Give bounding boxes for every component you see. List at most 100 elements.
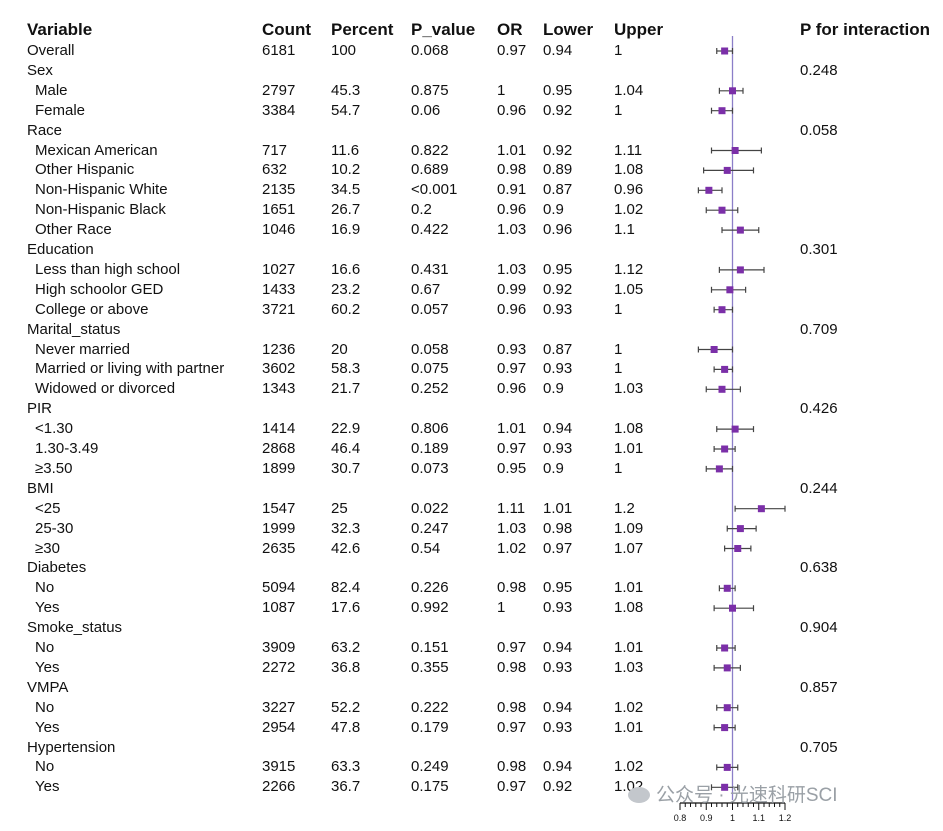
table-row: Mexican American 717 11.6 0.822 1.01 0.92 1.11 xyxy=(0,141,943,161)
cell-upper: 1.02 xyxy=(614,201,644,219)
group-row: Education 0.301 xyxy=(0,240,943,260)
cell-lower: 0.93 xyxy=(543,718,573,736)
cell-or: 0.93 xyxy=(497,340,527,358)
cell-p-value: 0.057 xyxy=(411,300,449,318)
table-row: <1.30 1414 22.9 0.806 1.01 0.94 1.08 xyxy=(0,419,943,439)
cell-count: 2868 xyxy=(262,440,296,457)
cell-variable: BMI xyxy=(27,479,54,497)
cell-or: 1.03 xyxy=(497,260,527,278)
table-row: Less than high school 1027 16.6 0.431 1.03 0.… xyxy=(0,260,943,280)
cell-count: 2797 xyxy=(262,81,296,99)
cell-percent: 10.2 xyxy=(331,161,361,179)
or-point xyxy=(715,465,723,473)
cell-p-interaction: 0.709 xyxy=(800,320,838,338)
or-point xyxy=(723,763,731,771)
cell-or: 0.97 xyxy=(497,778,527,796)
header-or: OR xyxy=(497,20,523,39)
cell-upper: 1.2 xyxy=(614,499,635,517)
cell-lower: 0.97 xyxy=(543,539,573,557)
wechat-icon xyxy=(628,787,650,803)
cell-lower: 0.9 xyxy=(543,459,564,477)
cell-upper: 1.03 xyxy=(614,658,644,676)
cell-variable: Non-Hispanic Black xyxy=(35,201,166,219)
group-row: Sex 0.248 xyxy=(0,61,943,81)
watermark-text: 公众号 · 光速科研SCI xyxy=(656,785,838,806)
cell-p-value: 0.822 xyxy=(411,141,449,159)
cell-lower: 0.93 xyxy=(543,440,573,457)
header-variable: Variable xyxy=(27,20,93,39)
cell-upper: 1.01 xyxy=(614,639,644,656)
cell-lower: 0.87 xyxy=(543,181,573,199)
cell-percent: 63.2 xyxy=(331,639,361,656)
or-point xyxy=(721,445,729,453)
cell-percent: 46.4 xyxy=(331,440,361,457)
cell-p-value: 0.252 xyxy=(411,380,449,398)
cell-count: 1027 xyxy=(262,260,296,278)
cell-upper: 1.08 xyxy=(614,420,644,438)
cell-p-value: 0.075 xyxy=(411,360,449,378)
cell-variable: Education xyxy=(27,241,94,258)
or-point xyxy=(721,783,729,791)
cell-p-value: 0.226 xyxy=(411,579,449,597)
header-p-value: P_value xyxy=(411,20,476,39)
cell-percent: 45.3 xyxy=(331,81,361,99)
group-row: Race 0.058 xyxy=(0,121,943,141)
group-row: Diabetes 0.638 xyxy=(0,558,943,578)
cell-p-value: 0.151 xyxy=(411,639,449,656)
cell-upper: 1 xyxy=(614,459,623,477)
cell-upper: 1.08 xyxy=(614,599,644,617)
cell-or: 1.02 xyxy=(497,539,527,557)
x-tick-label: 1.1 xyxy=(752,813,765,823)
cell-p-interaction: 0.857 xyxy=(800,678,838,696)
cell-percent: 32.3 xyxy=(331,519,361,537)
cell-lower: 0.93 xyxy=(543,658,573,676)
header-lower: Lower xyxy=(543,20,594,39)
cell-lower: 0.95 xyxy=(543,579,573,597)
cell-count: 3602 xyxy=(262,360,296,378)
cell-count: 1899 xyxy=(262,459,296,477)
cell-lower: 1.01 xyxy=(543,499,573,517)
header-percent: Percent xyxy=(331,20,394,39)
or-point xyxy=(731,147,739,154)
cell-variable: Mexican American xyxy=(35,141,158,159)
x-tick-label: 0.9 xyxy=(700,813,713,823)
cell-p-value: 0.068 xyxy=(411,42,449,59)
table-row: Other Race 1046 16.9 0.422 1.03 0.96 1.1 xyxy=(0,220,943,240)
table-row: Male 2797 45.3 0.875 1 0.95 1.04 xyxy=(0,81,943,101)
cell-p-value: 0.189 xyxy=(411,440,449,457)
cell-variable: Sex xyxy=(27,61,53,79)
cell-variable: No xyxy=(35,579,55,597)
cell-variable: College or above xyxy=(35,300,149,318)
or-point xyxy=(736,266,744,274)
group-row: Hypertension 0.705 xyxy=(0,738,943,758)
cell-percent: 52.2 xyxy=(331,698,361,716)
cell-variable: Female xyxy=(35,101,86,119)
cell-upper: 1 xyxy=(614,42,623,59)
table-row: Married or living with partner 3602 58.3 0.… xyxy=(0,359,943,379)
cell-variable: ≥3.50 xyxy=(35,459,73,477)
table-row: Other Hispanic 632 10.2 0.689 0.98 0.89 1.08 xyxy=(0,160,943,180)
cell-or: 0.96 xyxy=(497,201,527,219)
cell-p-value: 0.058 xyxy=(411,340,449,358)
table-row: Yes 2954 47.8 0.179 0.97 0.93 1.01 xyxy=(0,718,943,738)
cell-lower: 0.94 xyxy=(543,42,573,59)
cell-p-interaction: 0.058 xyxy=(800,121,838,139)
cell-p-value: 0.179 xyxy=(411,718,449,736)
cell-p-value: 0.422 xyxy=(411,221,449,239)
cell-upper: 1.07 xyxy=(614,539,644,557)
cell-percent: 60.2 xyxy=(331,300,361,318)
or-point xyxy=(757,505,765,513)
cell-p-value: 0.355 xyxy=(411,658,449,676)
cell-p-interaction: 0.904 xyxy=(800,619,838,637)
cell-lower: 0.96 xyxy=(543,221,573,239)
cell-p-value: 0.175 xyxy=(411,778,449,796)
cell-count: 2272 xyxy=(262,658,296,676)
cell-upper: 1.11 xyxy=(614,141,643,159)
cell-upper: 1.1 xyxy=(614,221,635,239)
cell-or: 0.97 xyxy=(497,440,527,457)
cell-or: 0.97 xyxy=(497,42,527,59)
cell-count: 1999 xyxy=(262,519,296,537)
cell-p-value: 0.689 xyxy=(411,161,449,179)
cell-variable: Other Hispanic xyxy=(35,161,135,179)
